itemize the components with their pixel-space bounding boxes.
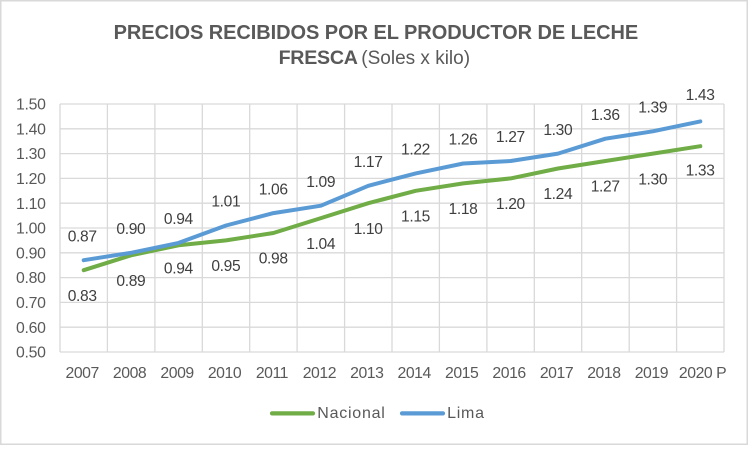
svg-text:1.30: 1.30 <box>16 146 46 163</box>
svg-text:Lima: Lima <box>447 405 485 422</box>
svg-text:0.60: 0.60 <box>16 320 46 337</box>
svg-text:1.27: 1.27 <box>591 179 620 196</box>
svg-text:1.01: 1.01 <box>211 194 240 211</box>
svg-text:1.18: 1.18 <box>449 201 478 218</box>
svg-text:0.95: 0.95 <box>211 258 241 275</box>
svg-text:PRECIOS RECIBIDOS POR EL PRODU: PRECIOS RECIBIDOS POR EL PRODUCTOR DE LE… <box>114 22 639 44</box>
svg-text:0.90: 0.90 <box>16 245 46 262</box>
svg-text:1.39: 1.39 <box>638 100 667 117</box>
svg-text:1.24: 1.24 <box>543 186 573 203</box>
svg-text:2008: 2008 <box>113 365 147 382</box>
svg-text:0.70: 0.70 <box>16 295 46 312</box>
svg-text:0.50: 0.50 <box>16 345 46 362</box>
svg-text:1.20: 1.20 <box>496 196 526 213</box>
svg-text:2016: 2016 <box>492 365 526 382</box>
svg-text:0.90: 0.90 <box>116 221 146 238</box>
svg-text:2017: 2017 <box>540 365 573 382</box>
svg-text:FRESCA: FRESCA <box>279 47 358 69</box>
svg-text:1.33: 1.33 <box>686 163 715 180</box>
svg-text:1.04: 1.04 <box>306 236 336 253</box>
svg-text:2015: 2015 <box>445 365 479 382</box>
svg-text:0.89: 0.89 <box>116 273 145 290</box>
svg-text:(Soles x kilo): (Soles x kilo) <box>361 48 470 69</box>
svg-text:0.87: 0.87 <box>68 228 97 245</box>
svg-text:1.09: 1.09 <box>306 174 335 191</box>
svg-text:1.30: 1.30 <box>543 122 573 139</box>
svg-text:1.40: 1.40 <box>16 121 46 138</box>
svg-text:2014: 2014 <box>398 365 432 382</box>
svg-text:1.36: 1.36 <box>591 107 620 124</box>
svg-text:2010: 2010 <box>208 365 242 382</box>
svg-text:2019: 2019 <box>635 365 669 382</box>
svg-text:1.22: 1.22 <box>401 142 430 159</box>
svg-text:2020 P: 2020 P <box>679 365 726 382</box>
svg-text:0.80: 0.80 <box>16 270 46 287</box>
svg-text:1.50: 1.50 <box>16 97 46 114</box>
svg-text:0.94: 0.94 <box>164 261 194 278</box>
svg-text:1.17: 1.17 <box>354 154 383 171</box>
svg-text:2011: 2011 <box>256 365 289 382</box>
svg-text:Nacional: Nacional <box>317 405 385 422</box>
svg-text:1.26: 1.26 <box>449 132 478 149</box>
svg-text:2013: 2013 <box>350 365 384 382</box>
svg-text:0.98: 0.98 <box>259 251 288 268</box>
svg-text:1.10: 1.10 <box>16 196 46 213</box>
svg-text:0.94: 0.94 <box>164 211 194 228</box>
svg-text:2009: 2009 <box>160 365 194 382</box>
svg-text:1.00: 1.00 <box>16 221 46 238</box>
svg-text:1.30: 1.30 <box>638 171 668 188</box>
svg-text:0.83: 0.83 <box>68 288 97 305</box>
svg-text:2012: 2012 <box>303 365 336 382</box>
svg-text:1.20: 1.20 <box>16 171 46 188</box>
svg-text:1.06: 1.06 <box>259 181 288 198</box>
svg-text:1.10: 1.10 <box>354 221 384 238</box>
svg-text:2018: 2018 <box>587 365 621 382</box>
svg-text:2007: 2007 <box>66 365 99 382</box>
svg-text:1.15: 1.15 <box>401 209 431 226</box>
svg-text:1.43: 1.43 <box>686 87 715 104</box>
svg-text:1.27: 1.27 <box>496 129 525 146</box>
